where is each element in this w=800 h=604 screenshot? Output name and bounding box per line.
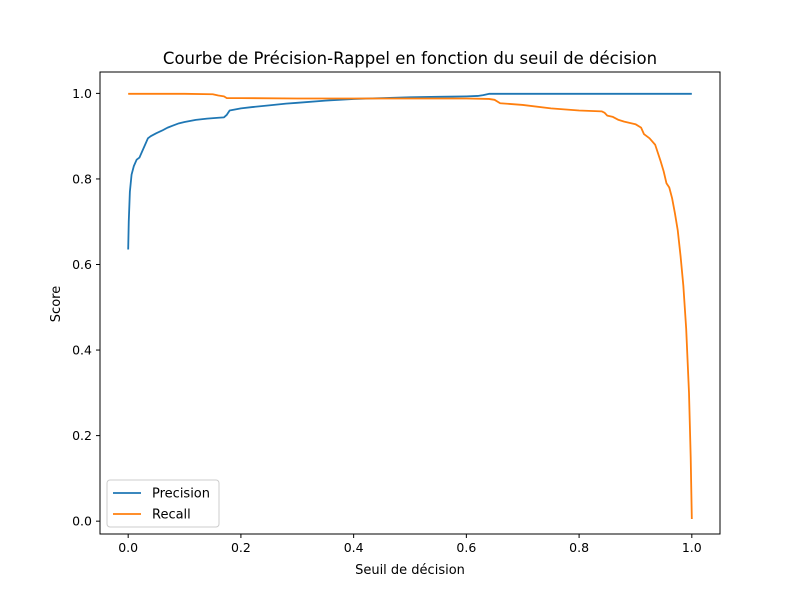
legend: Precision Recall: [106, 479, 220, 528]
x-axis-label: Seuil de décision: [355, 563, 465, 578]
axes-frame: [99, 71, 721, 535]
plot-area: [99, 71, 721, 535]
y-axis-ticks: 0.0 0.2 0.4 0.6 0.8 1.0: [72, 86, 100, 529]
legend-label-precision: Precision: [152, 487, 210, 502]
y-axis-label: Score: [49, 286, 64, 322]
x-tick-label: 0.0: [118, 540, 138, 555]
y-tick-label: 0.2: [72, 428, 92, 443]
x-tick-label: 0.6: [456, 540, 476, 555]
y-tick-label: 0.6: [72, 257, 92, 272]
x-tick-label: 0.2: [231, 540, 251, 555]
y-tick-label: 1.0: [72, 86, 92, 101]
chart-title: Courbe de Précision-Rappel en fonction d…: [163, 49, 657, 68]
series-line-recall: [128, 92, 693, 520]
y-tick-label: 0.4: [72, 343, 92, 358]
y-tick-label: 0.8: [72, 171, 92, 186]
legend-label-recall: Recall: [152, 508, 191, 523]
x-tick-label: 0.8: [569, 540, 589, 555]
x-tick-label: 0.4: [344, 540, 364, 555]
legend-box: [106, 479, 220, 528]
x-axis-ticks: 0.0 0.2 0.4 0.6 0.8 1.0: [118, 534, 702, 555]
x-tick-label: 1.0: [682, 540, 702, 555]
series-line-precision: [127, 92, 692, 250]
y-tick-label: 0.0: [72, 514, 92, 529]
